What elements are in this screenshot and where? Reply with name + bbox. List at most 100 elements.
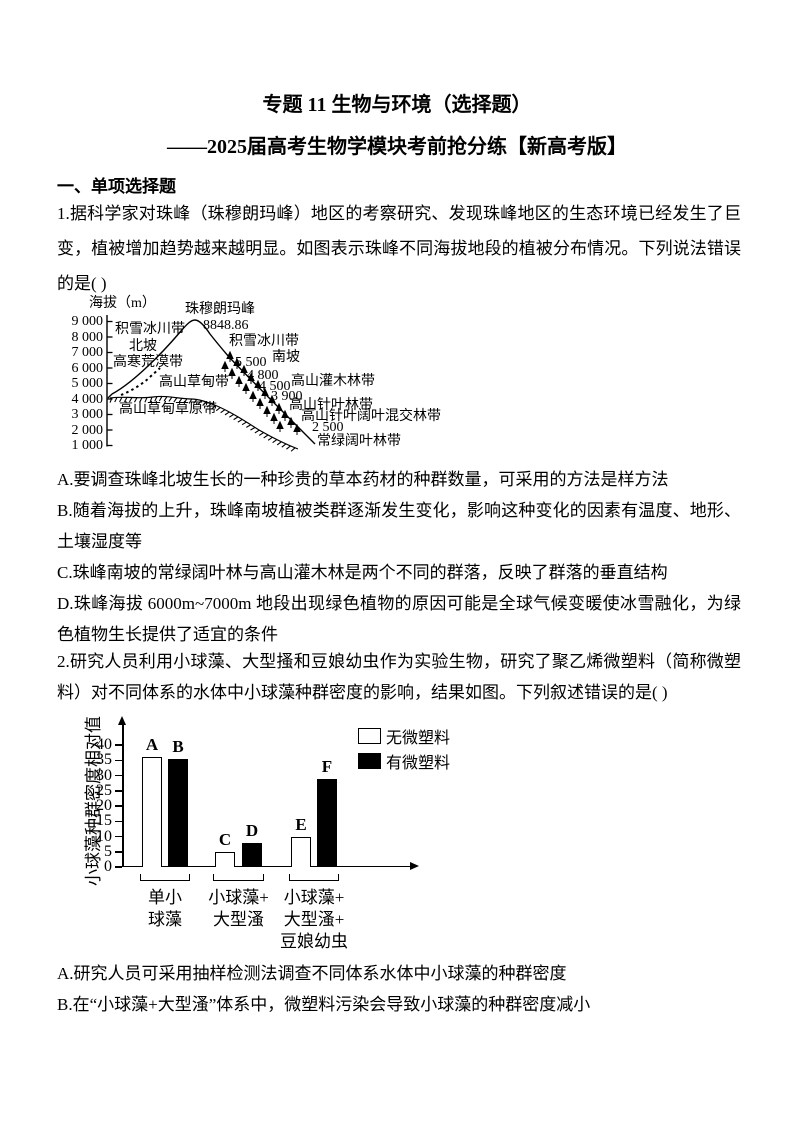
elevation-tick-label: 7 000: [71, 345, 104, 360]
q2-option-a: A.研究人员可采用抽样检测法调查不同体系水体中小球藻的种群密度: [57, 964, 567, 983]
category-label-line: 大型溞+: [283, 910, 345, 929]
elevation-5500-label: 5 500: [235, 355, 267, 370]
q1-option-b: B.随着海拔的上升，珠峰南坡植被类群逐渐发生变化，影响这种变化的因素有温度、地形…: [57, 501, 741, 551]
elevation-3900-label: 3 900: [271, 389, 303, 404]
y-tick-mark: [115, 744, 122, 746]
q1-option-d: D.珠峰海拔 6000m~7000m 地段出现绿色植物的原因可能是全球气候变暖使…: [57, 594, 741, 644]
q1-stem: 1.据科学家对珠峰（珠穆朗玛峰）地区的考察研究、发现珠峰地区的生态环境已经发生了…: [57, 204, 741, 293]
bar-E: [291, 836, 311, 867]
elevation-tick-label: 4 000: [71, 391, 104, 407]
peak-name-label: 珠穆朗玛峰: [185, 302, 255, 317]
elevation-4500-label: 4 500: [259, 379, 291, 394]
q1-options: A.要调查珠峰北坡生长的一种珍贵的草本药材的种群数量，可采用的方法是样方法 B.…: [57, 464, 741, 650]
elevation-tick-label: 9 000: [71, 314, 104, 329]
elevation-tick-label: 1 000: [71, 438, 104, 453]
y-tick-label: 30: [96, 766, 112, 784]
q2-stem: 2.研究人员利用小球藻、大型搔和豆娘幼虫作为实验生物，研究了聚乙烯微塑料（简称微…: [57, 652, 741, 702]
legend-label: 有微塑料: [386, 755, 451, 772]
tree-symbols: [221, 350, 301, 435]
ground-hatching: [109, 396, 296, 452]
y-tick-label: 35: [96, 751, 112, 769]
bar-B: [168, 758, 188, 867]
bar-C: [215, 851, 235, 867]
elevation-4800-label: 4 800: [247, 368, 279, 383]
bar-A: [142, 757, 162, 867]
q2-options: A.研究人员可采用抽样检测法调查不同体系水体中小球藻的种群密度 B.在“小球藻+…: [57, 958, 741, 1020]
mountain-outline: [107, 319, 316, 445]
mixed-forest-zone-label: 高山针叶阔叶混交林带: [301, 409, 441, 424]
chart-y-axis-line: [122, 724, 124, 867]
south-glacier-zone-label: 积雪冰川带: [229, 334, 299, 349]
y-tick-mark: [115, 790, 122, 792]
x-axis-arrow-icon: [410, 861, 419, 870]
category-label: 小球藻+ 大型溞: [184, 887, 294, 931]
south-slope-label: 南坡: [272, 350, 300, 365]
bar-label: D: [245, 820, 259, 840]
alpine-desert-zone-label: 高寒荒漠带: [113, 355, 183, 370]
north-glacier-zone-label: 积雪冰川带: [115, 322, 185, 337]
group-bracket: [213, 874, 264, 881]
bar-D: [242, 842, 262, 867]
bar-label: B: [172, 736, 184, 756]
alpine-meadow-zone-label: 高山草甸带: [159, 375, 229, 390]
y-tick-mark: [115, 759, 122, 761]
y-tick-label: 20: [96, 797, 112, 814]
everest-vegetation-diagram: 海拔（m） 9 000 8 000 7 000 6 000 5 000 4 000 3 00…: [33, 294, 469, 470]
category-label-line: 单小: [148, 888, 182, 907]
y-tick-label: 25: [96, 781, 112, 799]
conifer-zone-label: 高山针叶林带: [289, 398, 373, 413]
legend-swatch-empty: [358, 728, 381, 744]
chart-x-axis-line: [122, 865, 410, 867]
shrub-zone-label: 高山灌木林带: [291, 374, 375, 389]
axis-tick-marks: [107, 320, 113, 447]
y-tick-label: 5: [104, 842, 112, 860]
y-axis-arrow-icon: [118, 716, 127, 725]
evergreen-zone-label: 常绿阔叶林带: [317, 434, 401, 449]
mountain-profile-svg: [106, 315, 316, 452]
algae-bar-chart: 小球藻种群密度相对值 0 5 10 15 20 25 30 35 40 A C E B D F 单小 球藻 小球藻…: [62, 710, 582, 956]
q1-option-c: C.珠峰南坡的常绿阔叶林与高山灌木林是两个不同的群落，反映了群落的垂直结构: [57, 563, 668, 582]
y-tick-label: 10: [96, 827, 112, 845]
elevation-axis-label: 海拔（m）: [89, 296, 156, 311]
elevation-tick-label: 5 000: [71, 376, 104, 391]
category-label: 单小 球藻: [110, 887, 220, 931]
category-label: 小球藻+ 大型溞+ 豆娘幼虫: [259, 887, 369, 953]
y-tick-label: 0: [104, 858, 112, 875]
y-tick-mark: [115, 866, 122, 868]
elevation-tick-label: 8 000: [71, 329, 104, 345]
q1-option-a: A.要调查珠峰北坡生长的一种珍贵的草本药材的种群数量，可采用的方法是样方法: [57, 470, 669, 489]
y-tick-mark: [115, 820, 122, 822]
category-label-line: 小球藻+: [283, 888, 345, 907]
section-heading: 一、单项选择题: [57, 177, 176, 196]
north-slope-label: 北坡: [129, 339, 157, 354]
group-bracket: [140, 874, 190, 881]
bar-F: [317, 778, 337, 867]
y-tick-mark: [115, 774, 122, 777]
doc-title: 专题 11 生物与环境（选择题）: [262, 94, 532, 116]
category-label-line: 球藻: [148, 910, 182, 929]
legend-item: 无微塑料: [358, 724, 450, 747]
elevation-2500-label: 2 500: [312, 420, 344, 435]
bar-label: E: [295, 814, 307, 834]
group-bracket: [289, 874, 339, 881]
ground-line: [109, 395, 299, 450]
category-label-line: 豆娘幼虫: [280, 932, 348, 951]
legend-label: 无微塑料: [386, 730, 451, 747]
y-tick-label: 15: [96, 812, 112, 830]
y-tick-mark: [115, 835, 122, 838]
peak-elevation-label: 8848.86: [203, 318, 249, 333]
bar-label: F: [321, 756, 333, 776]
elevation-tick-label: 2 000: [71, 422, 104, 438]
elevation-tick-label: 6 000: [71, 360, 104, 376]
q2-option-b: B.在“小球藻+大型溞”体系中，微塑料污染会导致小球藻的种群密度减小: [57, 995, 591, 1014]
doc-subtitle: ——2025届高考生物学模块考前抢分练【新高考版】: [167, 136, 627, 158]
category-label-line: 大型溞: [213, 910, 264, 929]
y-tick-mark: [115, 805, 122, 807]
y-tick-mark: [115, 851, 122, 853]
bar-label: C: [218, 829, 232, 849]
y-tick-label: 40: [96, 736, 112, 753]
category-label-line: 小球藻+: [208, 888, 269, 907]
elevation-tick-label: 3 000: [71, 407, 104, 422]
legend-swatch-filled: [358, 753, 381, 769]
